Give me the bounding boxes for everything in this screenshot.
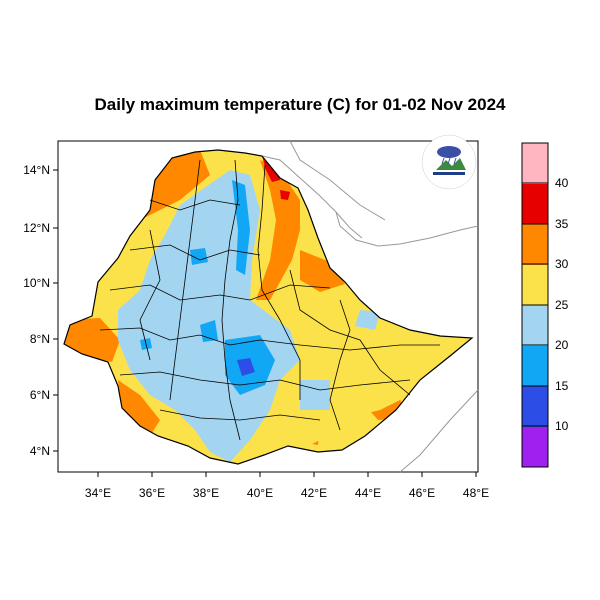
red-sea-coastline xyxy=(261,155,363,239)
x-tick: 48°E xyxy=(463,472,489,500)
y-tick: 8°N xyxy=(30,332,58,346)
colorbar-segment xyxy=(522,224,548,265)
colorbar-segment xyxy=(522,143,548,184)
x-tick: 44°E xyxy=(355,472,381,500)
x-axis: 34°E 36°E 38°E 40°E 42°E 44°E 46°E 48°E xyxy=(85,472,489,500)
colorbar-label: 20 xyxy=(555,338,569,352)
gulf-of-aden-coastline xyxy=(335,211,479,247)
colorbar-label: 15 xyxy=(555,379,569,393)
x-tick-label: 44°E xyxy=(355,486,381,500)
colorbar-label: 25 xyxy=(555,298,569,312)
colorbar-segment xyxy=(522,264,548,305)
colorbar-segment xyxy=(522,183,548,224)
northern-coastline xyxy=(289,140,386,221)
y-tick-label: 10°N xyxy=(23,276,50,290)
x-tick-label: 38°E xyxy=(193,486,219,500)
colorbar-label: 40 xyxy=(555,176,569,190)
x-tick-label: 42°E xyxy=(301,486,327,500)
x-tick: 40°E xyxy=(247,472,273,500)
y-tick: 14°N xyxy=(23,163,58,177)
colorbar-segment xyxy=(522,386,548,427)
x-tick: 46°E xyxy=(409,472,435,500)
colorbar-label: 30 xyxy=(555,257,569,271)
x-tick-label: 48°E xyxy=(463,486,489,500)
somalia-coastline xyxy=(399,389,479,473)
y-tick-label: 8°N xyxy=(30,332,50,346)
x-tick-label: 34°E xyxy=(85,486,111,500)
y-tick-label: 6°N xyxy=(30,388,50,402)
colorbar-label: 10 xyxy=(555,419,569,433)
map-title: Daily maximum temperature (C) for 01-02 … xyxy=(94,95,506,114)
colorbar-segment xyxy=(522,426,548,467)
agency-logo-icon xyxy=(421,134,477,190)
x-tick: 36°E xyxy=(139,472,165,500)
y-tick: 4°N xyxy=(30,444,58,458)
y-tick: 10°N xyxy=(23,276,58,290)
y-tick-label: 14°N xyxy=(23,163,50,177)
colorbar-segment xyxy=(522,345,548,386)
y-tick-label: 4°N xyxy=(30,444,50,458)
admin-boundaries xyxy=(99,159,440,441)
x-tick-label: 36°E xyxy=(139,486,165,500)
y-axis: 14°N 12°N 10°N 8°N 6°N 4°N xyxy=(23,163,58,458)
colorbar-segment xyxy=(522,305,548,346)
country-outline xyxy=(63,149,474,465)
x-tick-label: 46°E xyxy=(409,486,435,500)
y-tick-label: 12°N xyxy=(23,221,50,235)
colorbar-label: 35 xyxy=(555,217,569,231)
x-tick: 34°E xyxy=(85,472,111,500)
x-tick: 38°E xyxy=(193,472,219,500)
x-tick: 42°E xyxy=(301,472,327,500)
y-tick: 6°N xyxy=(30,388,58,402)
y-tick: 12°N xyxy=(23,221,58,235)
x-tick-label: 40°E xyxy=(247,486,273,500)
colorbar: 10 15 20 25 30 35 40 xyxy=(521,142,569,468)
